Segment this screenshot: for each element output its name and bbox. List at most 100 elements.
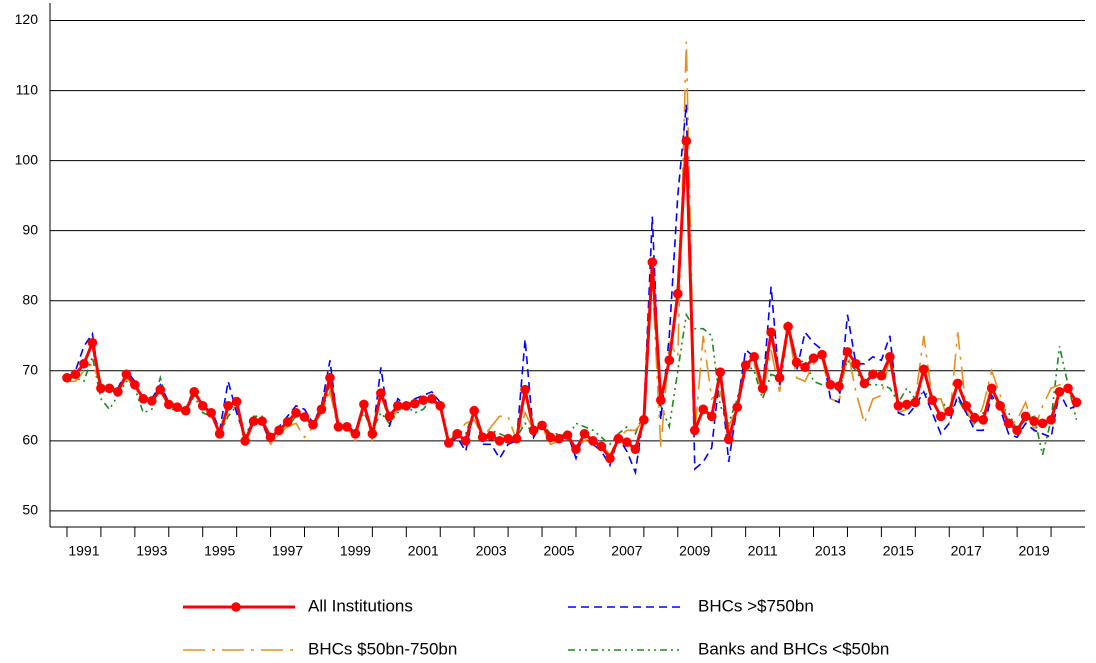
data-point	[342, 422, 352, 432]
data-point	[172, 402, 183, 413]
data-point	[359, 399, 369, 410]
data-point	[308, 419, 318, 430]
series-line	[67, 41, 1078, 457]
legend: All Institutions BHCs >$750bn BHCs $50bn-7…	[183, 596, 889, 658]
data-point	[401, 401, 412, 411]
data-point	[995, 401, 1005, 411]
x-tick-label: 2003	[476, 543, 507, 559]
data-point	[622, 437, 632, 448]
data-point	[630, 444, 641, 455]
data-point	[325, 372, 335, 383]
data-point	[452, 429, 463, 439]
data-point	[350, 429, 361, 439]
data-point	[393, 401, 403, 411]
data-point	[130, 379, 140, 390]
series-line	[67, 258, 1078, 455]
data-point	[808, 353, 819, 363]
data-point	[1063, 383, 1073, 394]
y-tick-label: 110	[16, 81, 39, 97]
x-tick-label: 2015	[883, 543, 914, 559]
data-point	[783, 321, 793, 332]
data-point	[944, 406, 955, 417]
data-point	[757, 383, 768, 394]
data-point	[851, 358, 861, 369]
data-point	[299, 412, 310, 422]
data-point	[817, 349, 827, 360]
data-point	[274, 425, 284, 436]
y-tick-label: 60	[22, 432, 38, 448]
data-point	[231, 396, 242, 407]
legend-marker	[231, 602, 241, 612]
data-point	[121, 369, 132, 380]
data-point	[698, 404, 709, 415]
data-point	[791, 357, 802, 368]
data-point	[477, 432, 488, 443]
data-point	[732, 402, 742, 413]
data-point	[180, 405, 191, 416]
x-tick-label: 1993	[136, 543, 167, 559]
data-point	[969, 412, 980, 423]
data-point	[1003, 418, 1014, 429]
data-point	[79, 358, 89, 369]
data-point	[113, 386, 123, 397]
x-tick-label: 2017	[951, 543, 982, 559]
data-point	[919, 364, 929, 375]
data-point	[706, 411, 717, 422]
legend-label: All Institutions	[308, 596, 413, 615]
legend-label: BHCs $50bn-750bn	[308, 639, 457, 658]
data-point	[859, 378, 870, 389]
x-tick-label: 2009	[679, 543, 710, 559]
data-point	[240, 436, 250, 446]
data-point	[1012, 425, 1022, 436]
x-tick-label: 1999	[340, 543, 371, 559]
data-point	[749, 351, 759, 362]
data-point	[935, 411, 946, 422]
data-point	[528, 425, 539, 436]
data-point	[520, 384, 530, 395]
data-point	[1037, 418, 1048, 429]
data-point	[138, 394, 149, 404]
data-point	[282, 417, 293, 427]
legend-label: BHCs >$750bn	[698, 596, 814, 615]
data-point	[672, 288, 683, 299]
y-tick-label: 70	[22, 361, 38, 377]
y-tick-label: 90	[22, 221, 38, 237]
data-point	[639, 415, 649, 425]
data-point	[155, 384, 166, 395]
data-point	[545, 432, 556, 443]
data-point	[197, 401, 208, 411]
y-tick-label: 80	[22, 291, 38, 307]
data-point	[664, 355, 675, 366]
data-point	[87, 337, 98, 348]
data-point	[647, 257, 658, 267]
data-point	[723, 434, 734, 445]
data-point	[1071, 397, 1082, 408]
data-point	[613, 433, 624, 444]
data-point	[503, 433, 513, 444]
data-point	[579, 429, 590, 439]
data-point	[978, 415, 988, 425]
data-point	[460, 436, 471, 446]
x-tick-label: 2005	[543, 543, 574, 559]
x-tick-label: 1991	[68, 543, 99, 559]
data-point	[248, 416, 259, 427]
data-point	[740, 360, 751, 370]
data-point	[96, 383, 106, 394]
data-point	[554, 433, 564, 444]
x-tick-label: 2019	[1019, 543, 1050, 559]
data-point	[426, 394, 437, 404]
x-tick-label: 1997	[272, 543, 303, 559]
data-point	[681, 136, 692, 146]
data-point	[469, 405, 479, 416]
x-tick-label: 2001	[408, 543, 439, 559]
y-tick-label: 100	[15, 151, 39, 167]
x-tick-label: 2013	[815, 543, 846, 559]
data-point	[214, 429, 225, 439]
data-point	[885, 351, 895, 362]
data-point	[486, 431, 496, 441]
data-point	[868, 369, 878, 380]
data-point	[825, 379, 836, 390]
data-point	[834, 381, 844, 391]
data-point	[715, 367, 726, 377]
